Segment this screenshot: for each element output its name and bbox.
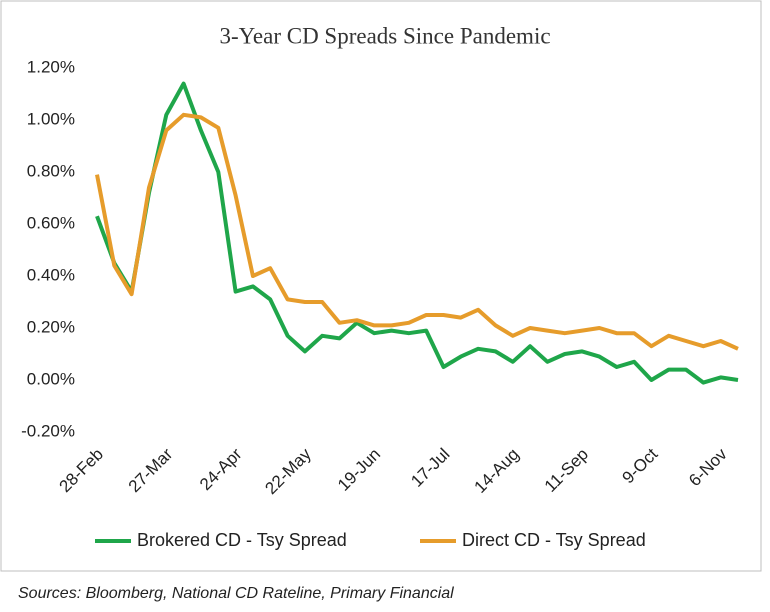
y-tick-label: 0.20% (27, 317, 75, 336)
y-tick-label: 0.60% (27, 213, 75, 232)
x-tick-label: 22-May (261, 444, 315, 498)
x-tick-label: 6-Nov (685, 444, 731, 490)
x-tick-label: 27-Mar (125, 444, 177, 496)
x-tick-label: 19-Jun (334, 445, 384, 495)
y-tick-label: 0.40% (27, 265, 75, 284)
x-tick-label: 9-Oct (619, 444, 662, 487)
x-tick-label: 28-Feb (55, 445, 107, 497)
x-tick-label: 11-Sep (541, 445, 592, 496)
x-tick-label: 17-Jul (407, 445, 453, 491)
x-tick-label: 24-Apr (196, 444, 246, 494)
legend-label: Direct CD - Tsy Spread (462, 530, 646, 550)
source-note: Sources: Bloomberg, National CD Rateline… (18, 585, 454, 602)
series-line (95, 81, 739, 385)
chart-border (0, 0, 762, 572)
y-tick-label: -0.20% (21, 421, 75, 440)
y-tick-label: 1.20% (27, 57, 75, 76)
chart-title: 3-Year CD Spreads Since Pandemic (219, 23, 550, 48)
series-line (95, 112, 739, 351)
y-tick-label: 0.00% (27, 369, 75, 388)
y-tick-label: 1.00% (27, 109, 75, 128)
x-tick-label: 14-Aug (471, 445, 523, 497)
legend-label: Brokered CD - Tsy Spread (137, 530, 347, 550)
y-tick-label: 0.80% (27, 161, 75, 180)
